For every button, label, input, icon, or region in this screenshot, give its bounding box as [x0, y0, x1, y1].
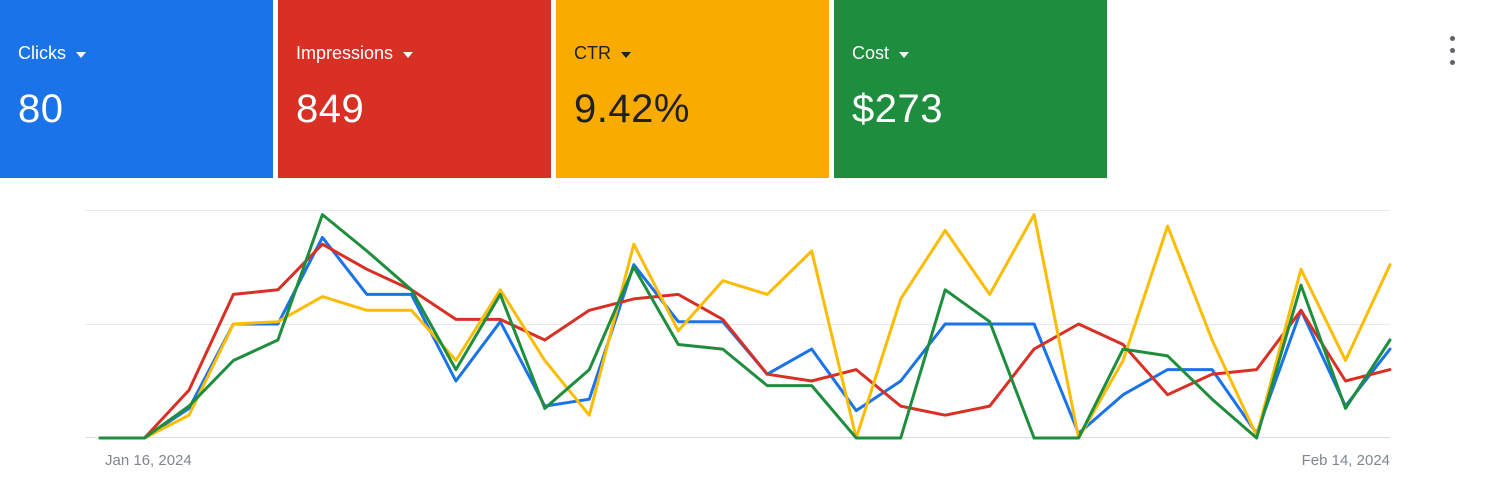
kebab-menu-icon [1449, 35, 1455, 41]
gridline [85, 210, 1390, 211]
chart-line-ctr [98, 213, 1392, 440]
metric-card-value: 849 [296, 87, 365, 131]
kebab-menu-icon [1449, 47, 1455, 53]
metric-card-value: $273 [852, 87, 943, 131]
metric-card-header: Cost [852, 42, 1087, 64]
metric-card-label: Clicks [18, 43, 66, 63]
gridline [85, 324, 1390, 325]
metric-card-impressions[interactable]: Impressions 849 [278, 0, 551, 178]
x-axis-end-label: Feb 14, 2024 [1301, 452, 1390, 469]
chevron-down-icon[interactable] [76, 51, 86, 58]
chart-line-clicks [98, 235, 1392, 440]
chart-canvas[interactable] [85, 210, 1392, 440]
kebab-menu-icon [1449, 59, 1455, 65]
chart-line-impressions [98, 242, 1392, 440]
metric-card-header: CTR [574, 42, 809, 64]
metric-card-cost[interactable]: Cost $273 [834, 0, 1107, 178]
metric-card-label: Cost [852, 43, 890, 63]
metric-cards-row: Clicks 80 Impressions 849 CTR 9.42% Cost [0, 0, 1107, 178]
metric-card-ctr[interactable]: CTR 9.42% [556, 0, 829, 178]
metric-card-value: 80 [18, 87, 64, 131]
chevron-down-icon[interactable] [403, 51, 414, 58]
metric-card-clicks[interactable]: Clicks 80 [0, 0, 273, 178]
metric-card-header: Impressions [296, 42, 531, 64]
metric-card-label: Impressions [296, 43, 394, 63]
metric-card-value: 9.42% [574, 87, 690, 131]
metric-card-label: CTR [574, 43, 611, 63]
metric-card-header: Clicks [18, 42, 253, 64]
x-axis-start-label: Jan 16, 2024 [105, 452, 192, 469]
time-series-chart[interactable] [85, 210, 1392, 440]
chevron-down-icon[interactable] [899, 51, 910, 58]
more-options-button[interactable] [1438, 32, 1466, 68]
chart-line-cost [98, 213, 1392, 440]
chevron-down-icon[interactable] [621, 51, 631, 58]
x-axis-line [85, 437, 1390, 438]
